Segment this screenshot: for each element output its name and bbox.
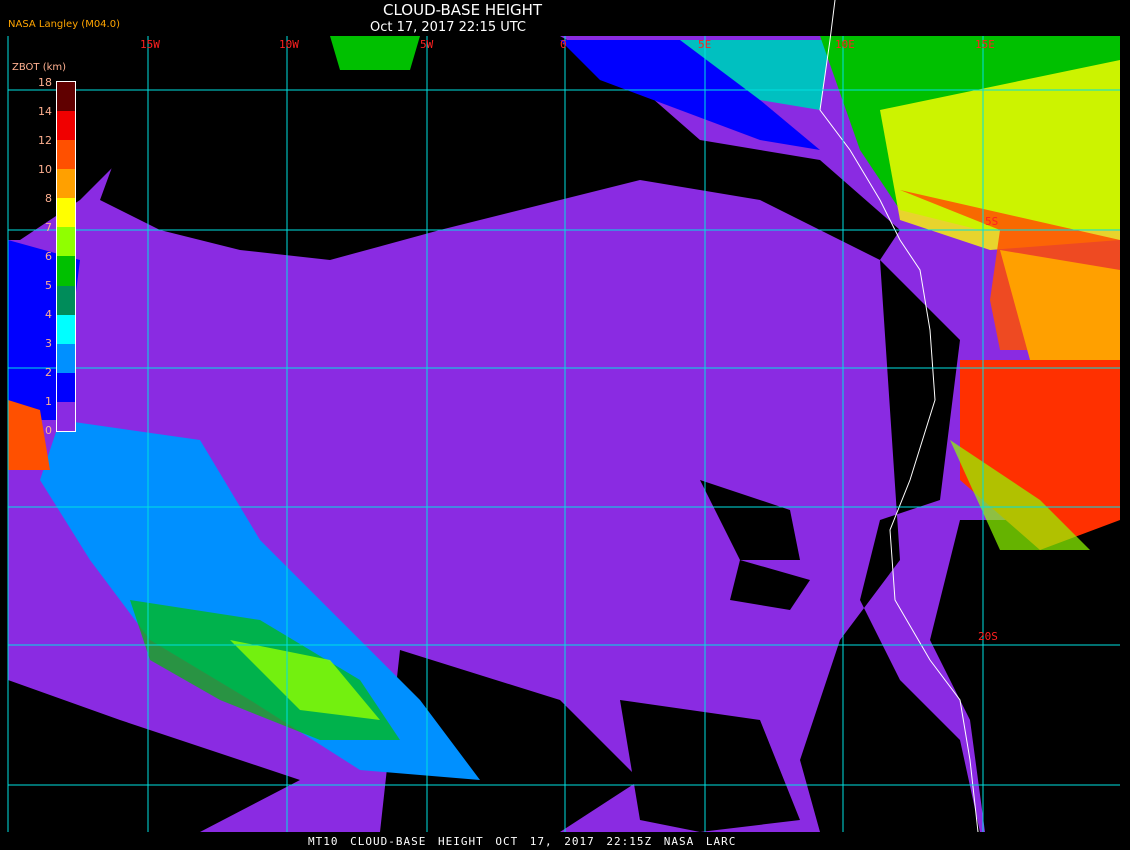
- legend-swatch: [57, 169, 75, 199]
- legend-swatch: [57, 140, 75, 170]
- legend-tick: 12: [38, 134, 52, 147]
- legend-tick: 2: [45, 366, 52, 379]
- lon-label: 15W: [140, 38, 160, 51]
- graticule: [7, 36, 1120, 832]
- legend-title: ZBOT (km): [12, 62, 67, 73]
- color-scale-bar: [56, 81, 76, 432]
- legend-tick: 7: [45, 221, 52, 234]
- legend-tick: 5: [45, 279, 52, 292]
- legend-tick: 6: [45, 250, 52, 263]
- mid-level-clouds: [8, 36, 830, 780]
- legend-swatch: [57, 285, 75, 315]
- lon-label: 15E: [975, 38, 995, 51]
- coastline: [819, 0, 979, 833]
- legend-tick: 3: [45, 337, 52, 350]
- lon-label: 10W: [279, 38, 299, 51]
- map-datetime: Oct 17, 2017 22:15 UTC: [370, 20, 526, 35]
- footer-caption: MT10 CLOUD-BASE HEIGHT OCT 17, 2017 22:1…: [308, 835, 737, 848]
- legend-tick: 18: [38, 76, 52, 89]
- legend-tick: 14: [38, 105, 52, 118]
- legend-tick: 1: [45, 395, 52, 408]
- legend-swatch: [57, 314, 75, 344]
- legend-tick: 0: [45, 424, 52, 437]
- legend-tick: 4: [45, 308, 52, 321]
- legend-swatch: [57, 82, 75, 112]
- legend-swatch: [57, 198, 75, 228]
- legend-tick: 8: [45, 192, 52, 205]
- legend-swatch: [57, 111, 75, 141]
- lat-label: 20S: [978, 630, 998, 643]
- legend-swatch: [57, 343, 75, 373]
- land-high-clouds: [820, 36, 1120, 550]
- lon-label: 5E: [698, 38, 712, 51]
- clear-sky-regions: [8, 36, 1120, 832]
- map-title: CLOUD-BASE HEIGHT: [383, 1, 543, 19]
- lon-label: 10E: [835, 38, 855, 51]
- lon-label: 5W: [420, 38, 434, 51]
- source-label: NASA Langley (M04.0): [8, 19, 120, 30]
- lat-label: 5S: [985, 215, 999, 228]
- legend-tick: 10: [38, 163, 52, 176]
- lon-label: 0: [560, 38, 567, 51]
- legend-swatch: [57, 256, 75, 286]
- legend-swatch: [57, 401, 75, 431]
- legend-swatch: [57, 372, 75, 402]
- legend-swatch: [57, 227, 75, 257]
